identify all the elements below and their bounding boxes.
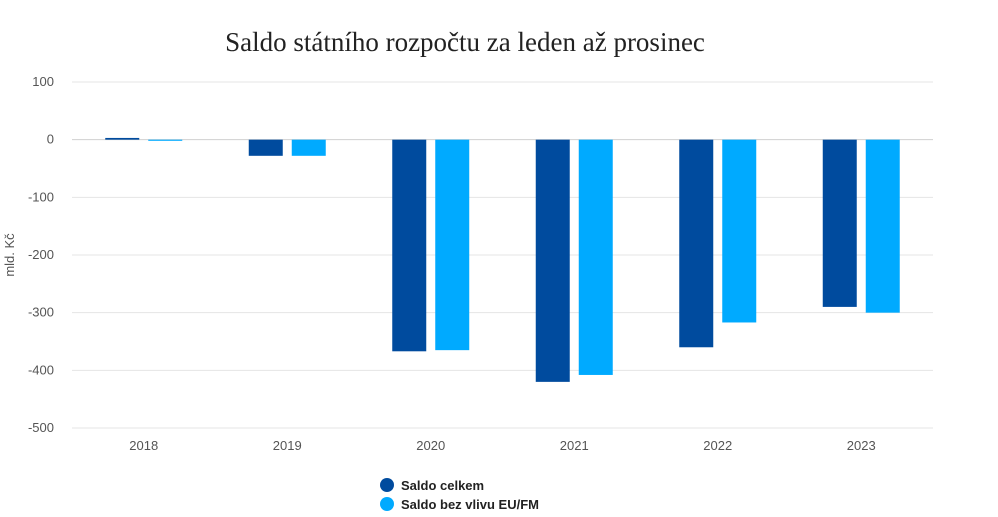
bar-saldo-bez-vlivu-eu-fm-2023	[865, 139, 900, 313]
y-axis-ticks: 100 0 -100 -200 -300 -400 -500	[28, 74, 54, 435]
bar-saldo-celkem-2023	[822, 139, 857, 307]
chart-title: Saldo státního rozpočtu za leden až pros…	[225, 27, 705, 57]
x-tick-label: 2019	[273, 438, 302, 453]
bar-saldo-celkem-2018	[105, 137, 140, 140]
legend-marker	[380, 478, 394, 492]
y-tick-label: -500	[28, 420, 54, 435]
x-tick-label: 2020	[416, 438, 445, 453]
bar-saldo-celkem-2022	[679, 139, 714, 348]
gridlines	[72, 81, 933, 429]
y-tick-label: -300	[28, 305, 54, 320]
bar-saldo-bez-vlivu-eu-fm-2020	[435, 139, 470, 351]
y-tick-label: 100	[32, 74, 54, 89]
bars	[105, 137, 900, 382]
bar-saldo-bez-vlivu-eu-fm-2022	[722, 139, 757, 323]
bar-saldo-celkem-2019	[248, 139, 283, 156]
bar-saldo-celkem-2021	[535, 139, 570, 382]
x-tick-label: 2022	[703, 438, 732, 453]
y-tick-label: -400	[28, 362, 54, 377]
bar-saldo-bez-vlivu-eu-fm-2021	[578, 139, 613, 375]
bar-saldo-celkem-2020	[392, 139, 427, 352]
bar-saldo-bez-vlivu-eu-fm-2019	[291, 139, 326, 156]
bar-saldo-bez-vlivu-eu-fm-2018	[148, 139, 183, 141]
y-tick-label: -200	[28, 247, 54, 262]
x-axis-ticks: 2018 2019 2020 2021 2022 2023	[129, 438, 875, 453]
x-tick-label: 2021	[560, 438, 589, 453]
y-tick-label: -100	[28, 189, 54, 204]
y-tick-label: 0	[47, 132, 54, 147]
legend-marker	[380, 497, 394, 511]
legend-label: Saldo bez vlivu EU/FM	[401, 497, 539, 512]
x-tick-label: 2023	[847, 438, 876, 453]
legend-label: Saldo celkem	[401, 478, 484, 493]
legend: Saldo celkem Saldo bez vlivu EU/FM	[380, 478, 539, 512]
y-axis-label: mld. Kč	[2, 233, 17, 277]
x-tick-label: 2018	[129, 438, 158, 453]
